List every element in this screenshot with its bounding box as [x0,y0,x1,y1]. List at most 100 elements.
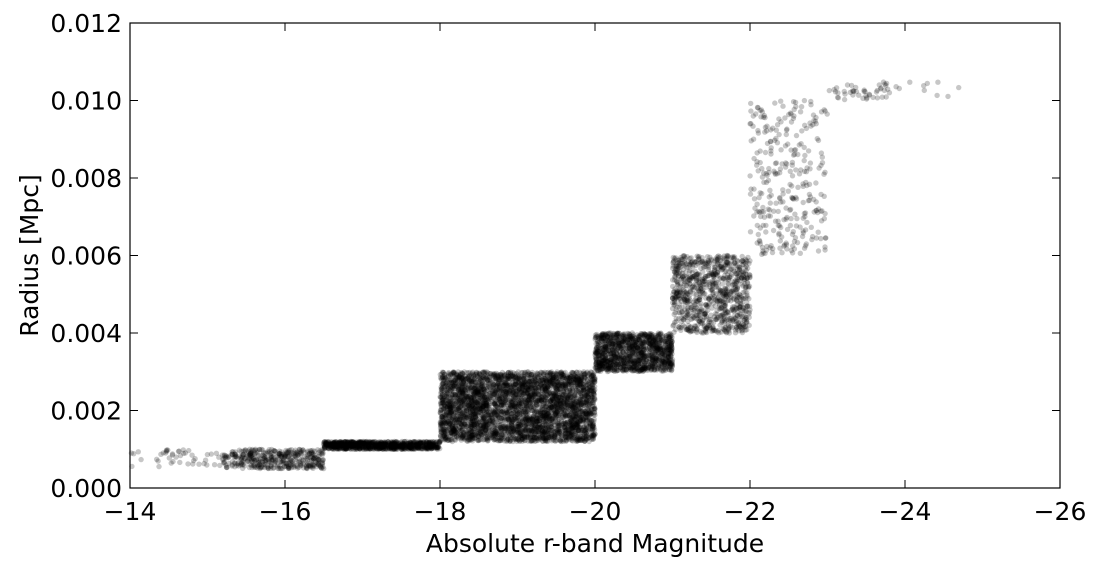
data-point [240,451,246,457]
data-point [316,452,322,458]
data-point [315,461,321,468]
data-point [302,453,308,460]
data-point [317,463,323,470]
data-point [216,454,222,460]
data-point [381,445,388,451]
data-point [381,440,387,446]
data-point [319,449,325,455]
data-point [288,447,295,453]
data-point [260,455,267,462]
data-point [370,439,376,445]
data-point [339,442,346,448]
data-point [247,451,253,457]
data-point [345,440,352,447]
data-point [377,441,383,447]
data-point [316,462,322,468]
data-point [292,456,298,463]
data-point [373,444,379,450]
data-point [243,452,250,458]
data-point [285,449,292,455]
data-point [281,460,287,467]
data-point [398,443,405,449]
data-point [410,443,416,449]
data-point [430,441,436,447]
data-point [407,440,413,446]
data-point [404,445,410,451]
data-point [338,440,344,447]
data-point [371,443,377,449]
data-point [278,458,284,465]
data-point [349,443,355,449]
data-point [265,465,271,471]
data-point [380,445,386,451]
data-point [333,440,339,446]
data-point [310,462,316,468]
data-point [508,420,515,426]
data-point [434,444,440,451]
data-point [296,456,303,462]
data-point [378,444,385,451]
data-point [298,452,304,458]
data-point [258,464,264,471]
data-point [337,442,344,448]
data-point [342,439,348,445]
data-point [382,439,389,445]
data-point [349,439,355,445]
data-point [299,456,305,463]
data-point [397,443,403,449]
data-point [330,443,336,449]
data-point [238,455,244,461]
data-point [416,440,422,447]
data-point [400,442,406,449]
data-point [339,442,345,448]
data-point [268,463,274,470]
data-point [411,446,417,452]
data-point [342,439,348,446]
data-point [436,440,442,446]
data-point [300,465,307,471]
data-point [394,445,400,451]
data-point [257,459,264,465]
data-point [436,438,442,445]
data-point [323,439,329,446]
data-point [208,451,214,457]
data-point [303,462,310,468]
data-point [272,448,279,455]
data-point [388,443,394,449]
data-point [363,444,369,450]
data-point [427,444,434,451]
data-point [298,449,304,455]
data-point [479,383,485,390]
data-point [344,439,351,445]
data-point [329,443,335,450]
data-point [323,440,329,446]
data-point [262,454,268,460]
data-point [452,385,458,392]
data-point [403,438,409,445]
data-point [254,452,260,458]
data-point [421,444,428,450]
data-point [408,445,414,451]
data-point [308,454,314,460]
data-point [271,465,277,471]
data-point [319,461,325,467]
data-point [270,456,276,463]
data-point [385,442,391,448]
data-point [265,465,271,471]
data-point [236,447,243,453]
data-point [222,455,229,461]
data-point [427,444,433,450]
data-point [362,445,369,451]
data-point [338,442,345,448]
data-point [373,440,379,447]
data-point [458,437,464,443]
data-point [343,446,349,452]
data-point [276,451,282,457]
data-point [403,445,410,451]
data-point [249,447,255,454]
data-point [333,443,340,449]
data-point [319,465,325,471]
data-point [375,441,381,447]
data-point [284,463,290,469]
data-point [434,442,440,448]
